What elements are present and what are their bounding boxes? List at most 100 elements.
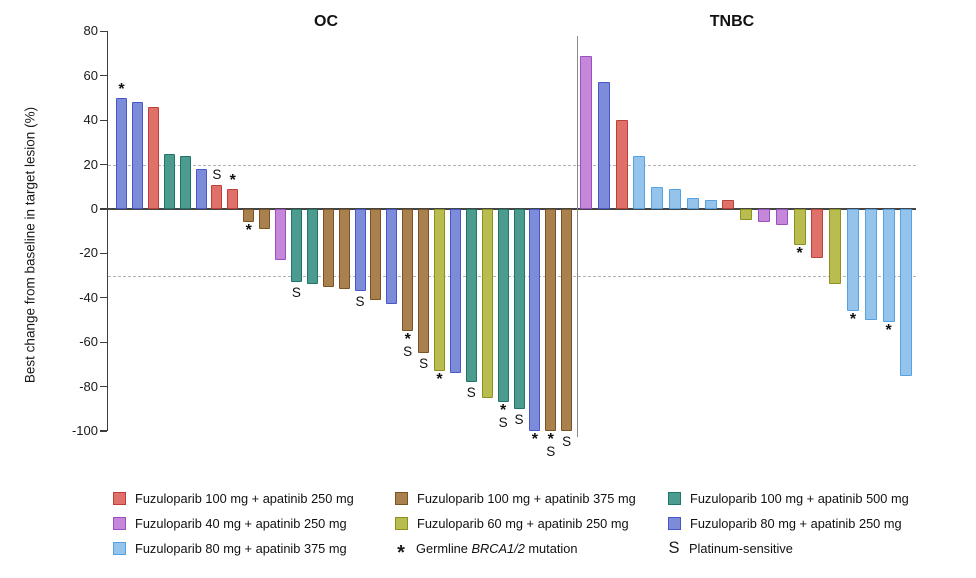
y-tick-label: 80 bbox=[83, 23, 98, 39]
legend-item: * Germline BRCA1/2 mutation bbox=[395, 537, 577, 564]
platinum-s-symbol: S bbox=[668, 539, 680, 557]
bar bbox=[179, 155, 191, 209]
bar bbox=[758, 209, 770, 223]
bar bbox=[864, 209, 877, 320]
bar bbox=[402, 209, 414, 332]
bar bbox=[740, 209, 753, 221]
platinum-sensitive-s: S bbox=[403, 344, 413, 360]
y-axis-label: Best change from baseline in target lesi… bbox=[22, 106, 38, 384]
brca-mutation-star: * bbox=[229, 172, 236, 190]
legend-label: Fuzuloparib 40 mg + apatinib 250 mg bbox=[135, 515, 347, 531]
platinum-sensitive-s: S bbox=[419, 356, 429, 372]
legend-item: S Platinum-sensitive bbox=[668, 537, 792, 559]
y-tick-mark bbox=[100, 385, 107, 388]
bar bbox=[147, 106, 159, 209]
legend-color-swatch bbox=[395, 516, 408, 530]
legend-label: Fuzuloparib 80 mg + apatinib 375 mg bbox=[135, 540, 347, 556]
bar bbox=[811, 209, 824, 258]
legend-color-swatch bbox=[668, 491, 681, 505]
bar bbox=[580, 55, 592, 209]
brca-mutation-star: * bbox=[499, 402, 507, 420]
brca-mutation-star: * bbox=[436, 371, 443, 389]
y-tick-label: -80 bbox=[79, 378, 98, 394]
legend-item: Fuzuloparib 80 mg + apatinib 250 mg bbox=[668, 512, 902, 534]
y-tick-label: -60 bbox=[79, 334, 98, 350]
bar bbox=[561, 209, 573, 431]
bar bbox=[686, 197, 699, 209]
bar bbox=[418, 209, 430, 354]
bar bbox=[195, 169, 207, 209]
y-tick-label: 20 bbox=[83, 156, 98, 172]
legend-label: Fuzuloparib 100 mg + apatinib 250 mg bbox=[135, 490, 354, 506]
y-tick-mark bbox=[100, 208, 107, 210]
brca-mutation-star: * bbox=[118, 81, 125, 98]
bar bbox=[243, 209, 255, 223]
brca-star-symbol: * bbox=[397, 542, 405, 564]
legend-color-swatch bbox=[113, 516, 126, 530]
y-tick-label: 60 bbox=[83, 67, 98, 83]
brca-mutation-star: * bbox=[404, 331, 411, 349]
bar bbox=[793, 209, 806, 245]
bar bbox=[651, 186, 664, 209]
bar bbox=[275, 209, 286, 261]
panel-title-oc: OC bbox=[314, 13, 338, 30]
bar bbox=[370, 209, 382, 301]
legend-color-swatch bbox=[395, 491, 408, 505]
legend-item: Fuzuloparib 80 mg + apatinib 375 mg bbox=[113, 537, 347, 559]
brca-mutation-star: * bbox=[547, 431, 554, 448]
bar bbox=[545, 209, 557, 431]
bar bbox=[615, 120, 628, 209]
legend-color-swatch bbox=[113, 491, 126, 505]
bar bbox=[338, 209, 350, 289]
brca-mutation-star: * bbox=[796, 244, 803, 262]
bar bbox=[227, 189, 239, 209]
legend-item: Fuzuloparib 60 mg + apatinib 250 mg bbox=[395, 512, 629, 534]
bar bbox=[775, 209, 788, 225]
reference-line--30 bbox=[108, 275, 916, 277]
platinum-sensitive-s: S bbox=[562, 434, 572, 449]
y-tick-mark bbox=[100, 252, 107, 255]
legend-label: Fuzuloparib 100 mg + apatinib 500 mg bbox=[690, 490, 909, 506]
bar bbox=[259, 209, 271, 229]
legend-color-swatch bbox=[113, 541, 126, 555]
bar bbox=[290, 209, 302, 283]
y-tick-mark bbox=[100, 297, 107, 299]
bar bbox=[597, 82, 610, 209]
bar bbox=[465, 209, 477, 383]
bar bbox=[529, 209, 541, 431]
bar bbox=[704, 200, 717, 209]
bar bbox=[131, 102, 143, 209]
y-tick-label: 0 bbox=[90, 201, 98, 216]
bar bbox=[306, 209, 318, 285]
y-tick-mark bbox=[100, 430, 107, 432]
brca-mutation-star: * bbox=[849, 311, 857, 329]
legend-label: Fuzuloparib 60 mg + apatinib 250 mg bbox=[417, 515, 629, 531]
y-tick-label: -40 bbox=[79, 289, 98, 305]
bar bbox=[386, 209, 398, 305]
y-axis-line bbox=[106, 31, 108, 431]
legend-item: Fuzuloparib 40 mg + apatinib 250 mg bbox=[113, 512, 347, 534]
y-tick-label: 40 bbox=[83, 112, 98, 128]
legend-item: Fuzuloparib 100 mg + apatinib 375 mg bbox=[395, 487, 636, 509]
panel-divider-line bbox=[576, 36, 578, 437]
legend-label: Fuzuloparib 80 mg + apatinib 250 mg bbox=[690, 515, 902, 531]
y-tick-mark bbox=[100, 119, 107, 121]
platinum-sensitive-s: S bbox=[546, 444, 556, 459]
y-tick-mark bbox=[100, 163, 107, 166]
brca-mutation-star: * bbox=[531, 431, 538, 448]
y-tick-label: -20 bbox=[79, 245, 98, 261]
reference-line-20 bbox=[108, 164, 916, 166]
y-tick-mark bbox=[100, 75, 107, 77]
x-axis-zero-line bbox=[107, 208, 916, 210]
bar bbox=[481, 209, 493, 398]
bar bbox=[449, 209, 461, 374]
legend-color-swatch bbox=[668, 516, 681, 530]
platinum-sensitive-s: S bbox=[291, 285, 301, 301]
platinum-sensitive-s: S bbox=[355, 294, 365, 310]
brca-mutation-star: * bbox=[885, 322, 892, 340]
bar bbox=[434, 209, 445, 372]
bar bbox=[847, 209, 859, 312]
y-tick-label: -100 bbox=[71, 423, 98, 438]
panel-title-tnbc: TNBC bbox=[709, 13, 755, 30]
